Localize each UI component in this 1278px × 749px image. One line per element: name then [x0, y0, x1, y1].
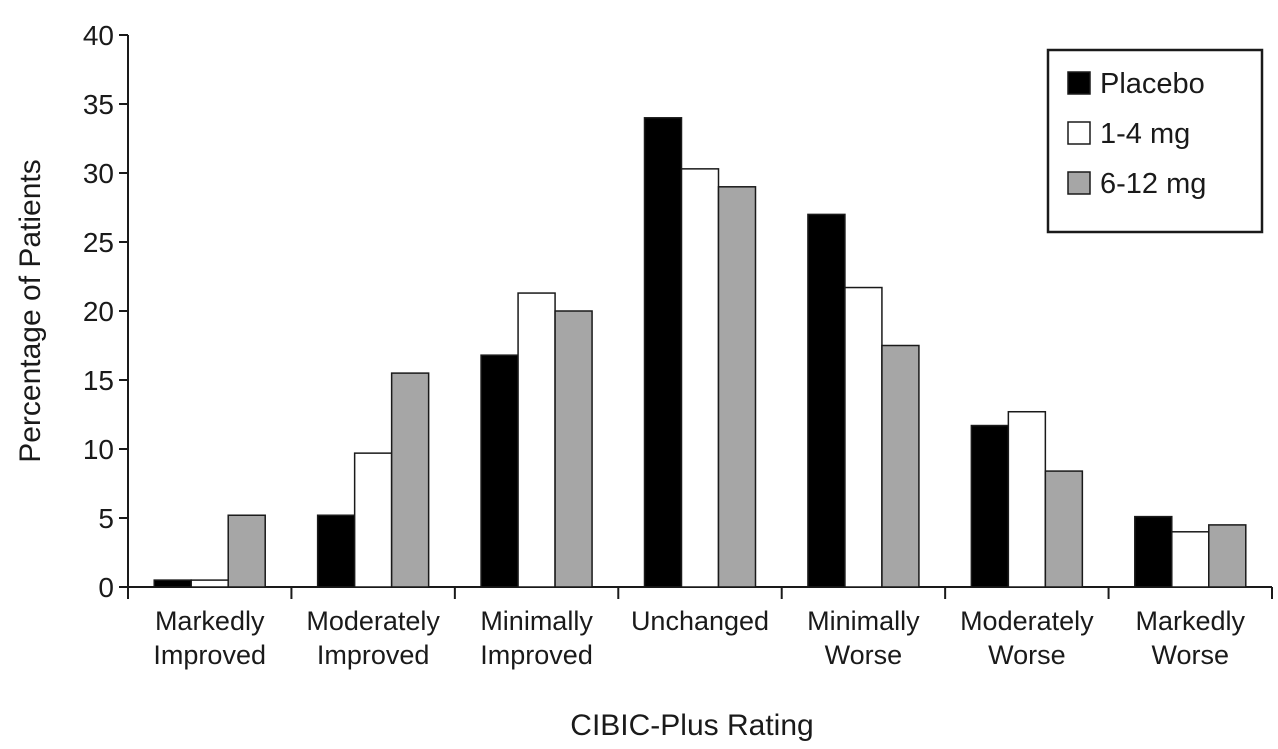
bar-6-12-mg — [227, 514, 266, 588]
y-axis-title: Percentage of Patients — [14, 159, 47, 463]
bar-placebo — [316, 514, 356, 588]
bar-placebo — [807, 213, 846, 588]
x-tick-label: Markedly Improved — [153, 606, 266, 670]
y-tick-label: 30 — [83, 158, 114, 189]
legend-swatch — [1067, 171, 1091, 195]
y-tick-label: 10 — [83, 434, 114, 465]
legend-label: 6-12 mg — [1100, 168, 1206, 200]
x-tick-label: Minimally Improved — [480, 606, 593, 670]
bar-6-12-mg — [1044, 470, 1084, 588]
y-tick-label: 40 — [83, 20, 114, 51]
bar-placebo — [970, 424, 1010, 588]
x-tick-label: Minimally Worse — [807, 606, 920, 670]
bar-1-4-mg — [1171, 531, 1210, 588]
bar-placebo — [480, 354, 519, 588]
y-tick-label: 0 — [98, 572, 114, 603]
bar-6-12-mg — [881, 344, 920, 588]
x-tick-label: Moderately Worse — [960, 606, 1094, 670]
bar-6-12-mg — [554, 310, 593, 588]
y-tick-label: 20 — [83, 296, 114, 327]
x-tick-label: Moderately Improved — [306, 606, 440, 670]
legend-label: 1-4 mg — [1100, 118, 1190, 150]
y-tick-label: 35 — [83, 89, 114, 120]
bar-1-4-mg — [190, 579, 229, 588]
bar-1-4-mg — [680, 168, 720, 588]
y-tick-label: 15 — [83, 365, 114, 396]
bar-1-4-mg — [353, 452, 393, 588]
bar-6-12-mg — [390, 372, 430, 588]
bar-6-12-mg — [717, 186, 757, 588]
bar-1-4-mg — [844, 286, 883, 588]
x-tick-label: Markedly Worse — [1136, 606, 1246, 670]
x-axis-title: CIBIC-Plus Rating — [570, 709, 813, 742]
legend-swatch — [1067, 121, 1091, 145]
bar-placebo — [1134, 515, 1173, 588]
x-tick-label: Unchanged — [631, 606, 769, 636]
legend-swatch — [1067, 71, 1091, 95]
bar-1-4-mg — [1007, 410, 1047, 588]
bar-placebo — [643, 117, 683, 588]
y-tick-label: 25 — [83, 227, 114, 258]
y-tick-label: 5 — [98, 503, 114, 534]
legend-label: Placebo — [1100, 68, 1205, 100]
plot-area: 0 5 10 15 20 25 30 35 40 Markedly Improved Moderate… — [14, 20, 1273, 742]
bar-placebo — [153, 579, 192, 588]
legend: Placebo 1-4 mg 6-12 mg — [1046, 48, 1264, 234]
bar-6-12-mg — [1208, 524, 1247, 588]
bar-1-4-mg — [517, 292, 556, 588]
